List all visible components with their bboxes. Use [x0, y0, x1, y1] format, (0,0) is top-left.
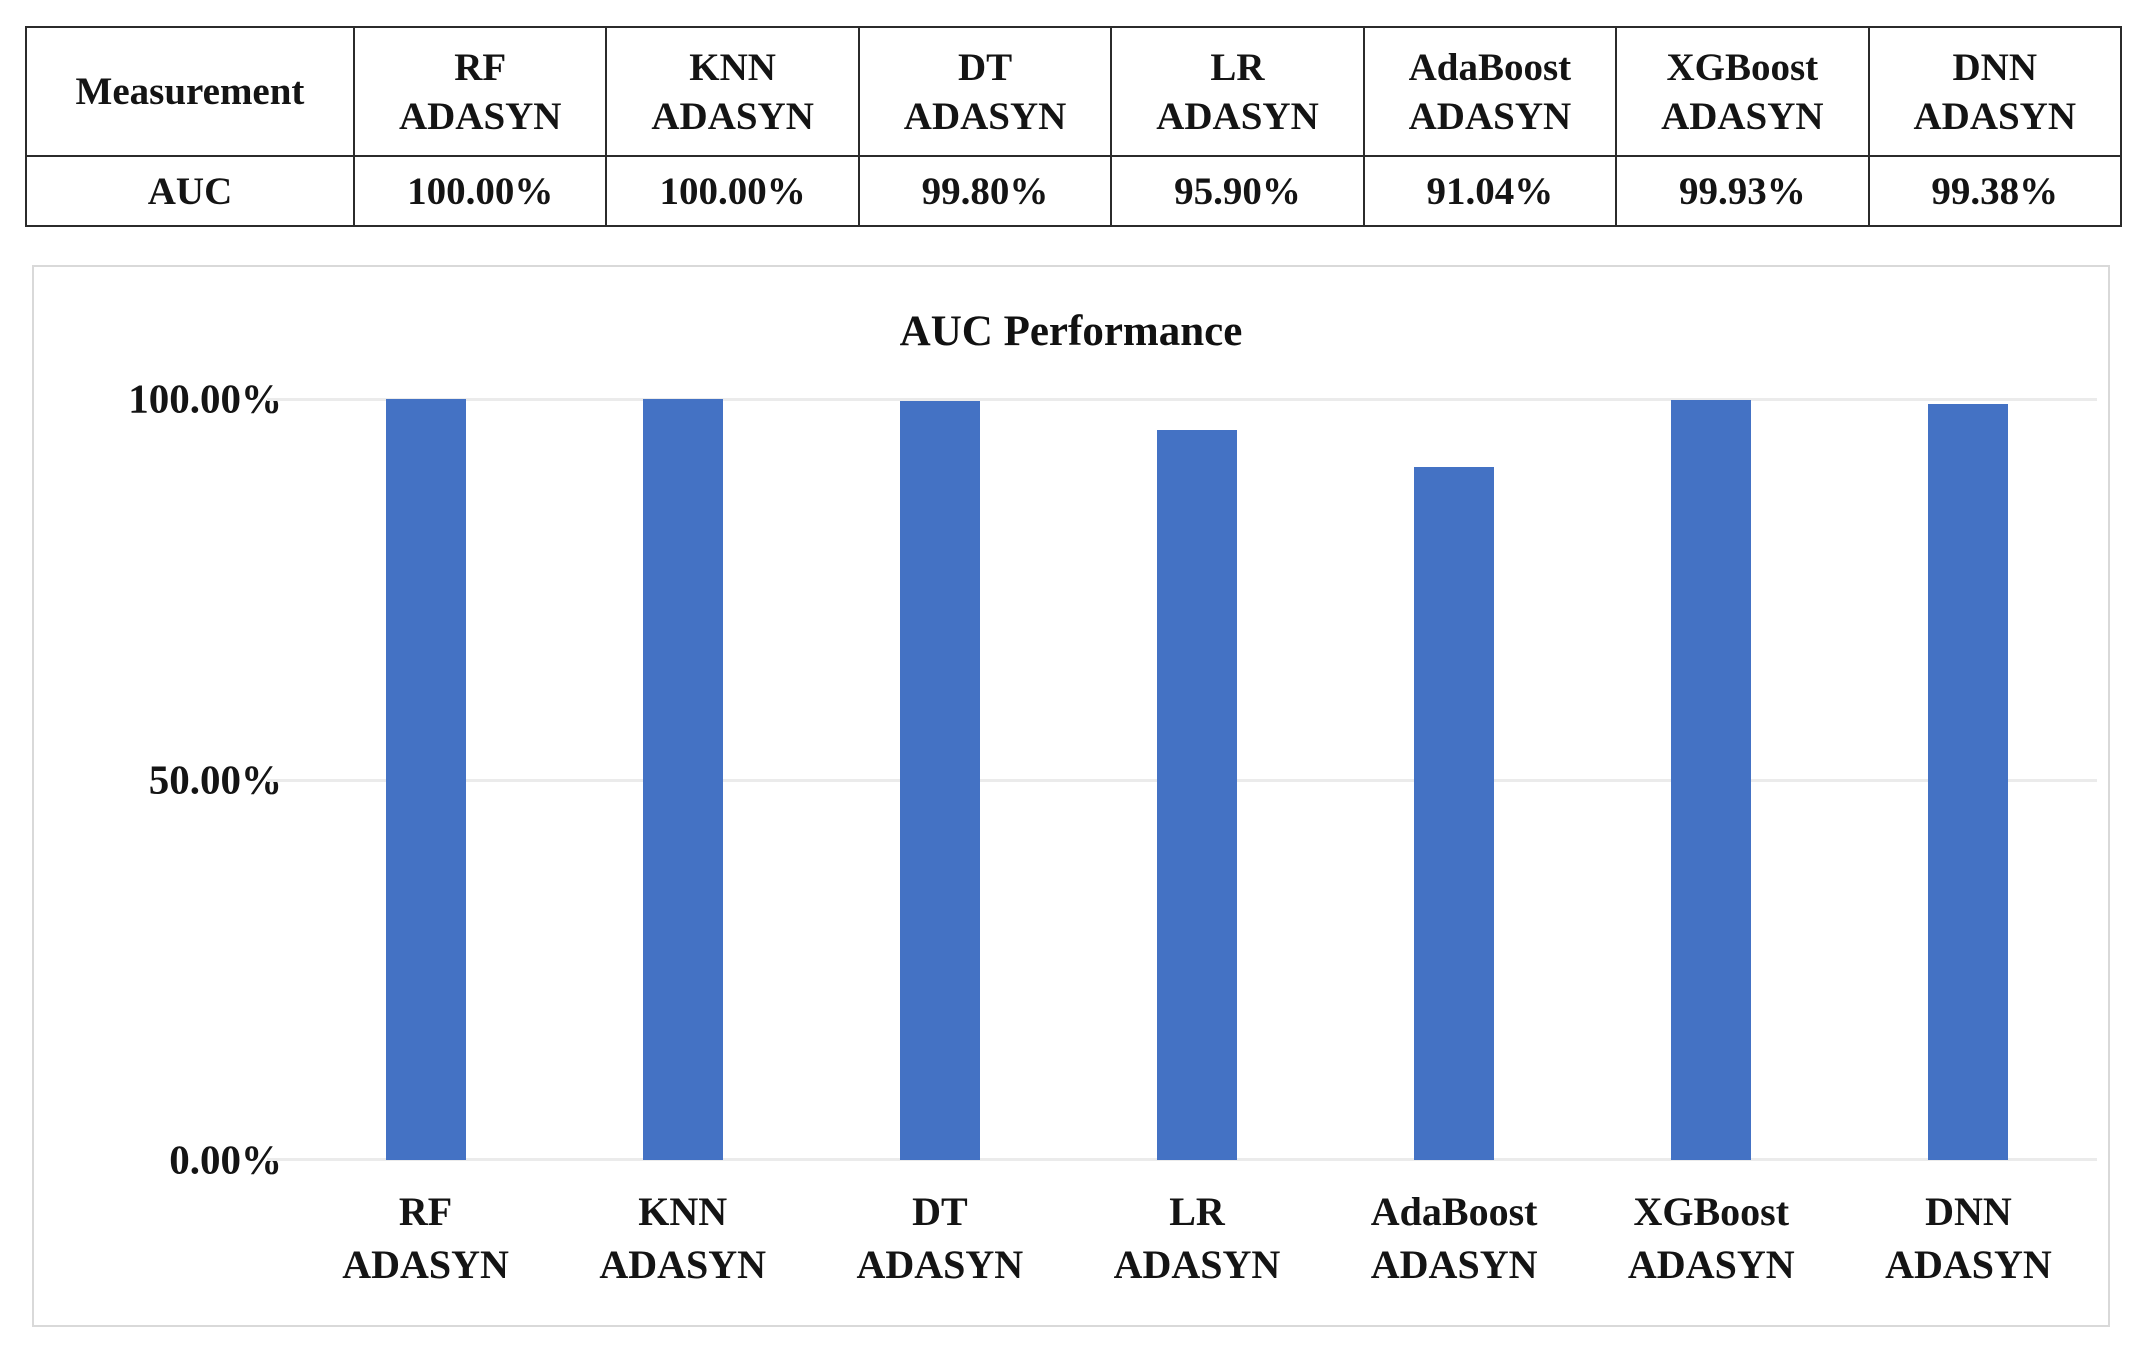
bar-slot-dt-adasyn: [811, 399, 1068, 1160]
col-header-xgboost-adasyn: XGBoost ADASYN: [1615, 26, 1870, 157]
col-header-line2: ADASYN: [1156, 94, 1319, 138]
auc-value-knn: 100.00%: [605, 155, 860, 227]
col-header-dnn-adasyn: DNN ADASYN: [1867, 26, 2123, 157]
col-header-line1: AdaBoost: [1408, 45, 1572, 89]
x-label-knn-adasyn: KNN ADASYN: [599, 1189, 767, 1287]
col-header-line2: ADASYN: [1661, 94, 1824, 138]
y-axis: 100.00% 50.00% 0.00%: [64, 378, 282, 1180]
bar-slot-xgboost-adasyn: [1583, 399, 1840, 1160]
auc-value-xgboost: 99.93%: [1615, 155, 1870, 227]
table-row-auc: AUC 100.00% 100.00% 99.80% 95.90% 91.04%…: [25, 155, 2123, 227]
y-tick-100: 100.00%: [128, 375, 282, 422]
chart-title: AUC Performance: [899, 308, 1243, 355]
col-header-rf-adasyn: RF ADASYN: [352, 26, 608, 157]
col-header-line1: KNN: [689, 45, 776, 89]
bar-slot-lr-adasyn: [1068, 399, 1325, 1160]
col-header-line1: DT: [957, 45, 1013, 89]
col-header-line2: ADASYN: [1408, 94, 1572, 138]
x-label-rf-adasyn: RF ADASYN: [342, 1189, 509, 1287]
auc-results-table: Measurement RF ADASYN KNN ADASYN DT ADAS…: [25, 26, 2123, 227]
col-header-line1: RF: [454, 45, 507, 89]
col-header-line1: DNN: [1952, 45, 2038, 89]
gridline-100: [267, 398, 2097, 401]
row-label-auc: AUC: [25, 155, 355, 227]
plot-area: [267, 398, 2097, 1161]
x-label-lr-adasyn: LR ADASYN: [1113, 1189, 1281, 1287]
auc-value-rf: 100.00%: [352, 155, 608, 227]
auc-value-dnn: 99.38%: [1867, 155, 2123, 227]
bar-slot-knn-adasyn: [554, 399, 811, 1160]
col-header-line2: ADASYN: [651, 94, 814, 138]
col-header-line2: ADASYN: [398, 94, 562, 138]
measurement-header-cell: Measurement: [25, 26, 355, 157]
x-label-adaboost-adasyn: AdaBoost ADASYN: [1370, 1189, 1538, 1287]
col-header-line1: XGBoost: [1666, 45, 1819, 89]
bar-knn-adasyn: [642, 399, 723, 1160]
col-header-adaboost-adasyn: AdaBoost ADASYN: [1362, 26, 1618, 157]
auc-value-dt: 99.80%: [857, 155, 1113, 227]
col-header-line1: LR: [1210, 45, 1265, 89]
x-label-xgboost-adasyn: XGBoost ADASYN: [1627, 1189, 1795, 1287]
col-header-knn-adasyn: KNN ADASYN: [605, 26, 860, 157]
bar-slot-adaboost-adasyn: [1326, 399, 1583, 1160]
auc-value-lr: 95.90%: [1110, 155, 1365, 227]
table-header-row: Measurement RF ADASYN KNN ADASYN DT ADAS…: [25, 26, 2123, 157]
bar-xgboost-adasyn: [1671, 399, 1752, 1160]
y-tick-0: 0.00%: [169, 1136, 282, 1183]
col-header-line2: ADASYN: [1913, 94, 2077, 138]
col-header-line2: ADASYN: [903, 94, 1067, 138]
x-axis-labels: RF ADASYN KNN ADASYN DT ADASYN LR ADASYN AdaBoos…: [297, 1185, 2097, 1291]
bar-slot-rf-adasyn: [297, 399, 554, 1160]
bar-dt-adasyn: [899, 400, 980, 1160]
x-label-dt-adasyn: DT ADASYN: [856, 1189, 1024, 1287]
auc-value-adaboost: 91.04%: [1362, 155, 1618, 227]
bar-dnn-adasyn: [1928, 403, 2009, 1160]
bars-row: [297, 399, 2097, 1160]
y-tick-50: 50.00%: [148, 756, 282, 802]
bar-adaboost-adasyn: [1414, 467, 1495, 1160]
x-label-dnn-adasyn: DNN ADASYN: [1885, 1189, 2052, 1287]
auc-performance-chart: AUC Performance 100.00% 50.00% 0.00% RF A…: [32, 265, 2110, 1327]
bar-rf-adasyn: [385, 399, 466, 1160]
col-header-lr-adasyn: LR ADASYN: [1110, 26, 1365, 157]
bar-lr-adasyn: [1156, 430, 1237, 1160]
col-header-dt-adasyn: DT ADASYN: [857, 26, 1113, 157]
bar-slot-dnn-adasyn: [1840, 399, 2097, 1160]
